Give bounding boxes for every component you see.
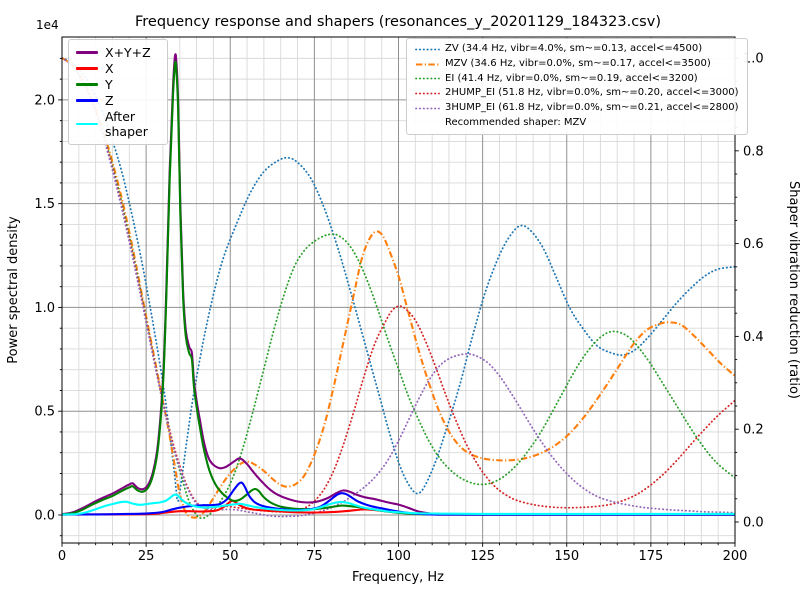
- legend-label: X+Y+Z: [105, 45, 151, 60]
- legend-label: Y: [105, 77, 113, 92]
- legend-line-swatch: [416, 63, 439, 66]
- y-right-tick-label: 0.2: [743, 423, 764, 438]
- legend-label: 2HUMP_EI (51.8 Hz, vibr=0.0%, sm~=0.20, …: [445, 87, 739, 99]
- legend-line-swatch: [76, 51, 98, 54]
- chart-title: Frequency response and shapers (resonanc…: [135, 14, 661, 30]
- x-tick-label: 0: [58, 549, 66, 564]
- y-right-tick-label: 0.8: [743, 144, 764, 159]
- legend-shapers: ZV (34.4 Hz, vibr=4.0%, sm~=0.13, accel<…: [406, 38, 748, 135]
- legend-label: EI (41.4 Hz, vibr=0.0%, sm~=0.19, accel<…: [445, 72, 698, 84]
- series-layer: [62, 53, 735, 520]
- legend-line-swatch: [415, 48, 440, 51]
- y-right-tick-label: 0.0: [743, 515, 764, 530]
- x-tick-label: 75: [306, 549, 323, 564]
- legend-note-label: Recommended shaper: MZV: [445, 116, 587, 128]
- curve-2hump_ei: [62, 57, 735, 513]
- legend-line-swatch: [76, 99, 98, 102]
- legend-item-xyz: X+Y+Z: [76, 45, 157, 60]
- y-left-tick-label: 1.5: [34, 197, 55, 212]
- legend-label: MZV (34.6 Hz, vibr=0.0%, sm~=0.17, accel…: [445, 57, 711, 69]
- x-tick-label: 125: [470, 549, 495, 564]
- legend-item-x: X: [76, 61, 157, 76]
- x-axis-label: Frequency, Hz: [352, 570, 444, 585]
- legend-label: Z: [105, 93, 114, 108]
- y-axis-offset-label: 1e4: [36, 18, 59, 32]
- legend-item-ei: EI (41.4 Hz, vibr=0.0%, sm~=0.19, accel<…: [415, 72, 739, 87]
- x-tick-label: 25: [138, 549, 155, 564]
- y-axis-right-label: Shaper vibration reduction (ratio): [786, 181, 800, 399]
- y-left-tick-label: 1.0: [34, 301, 55, 316]
- legend-item-after_shaper: After shaper: [76, 109, 157, 139]
- y-left-tick-label: 0.0: [34, 508, 55, 523]
- tick-labels-layer: 0 25 50 75 100 125 150 175 200 0.0 0.5 1.0 1.5 2.0 0.0…: [34, 52, 763, 564]
- y-left-tick-label: 0.5: [34, 405, 55, 420]
- legend-line-swatch: [415, 107, 440, 110]
- x-tick-label: 150: [554, 549, 579, 564]
- x-tick-label: 175: [638, 549, 663, 564]
- legend-line-swatch: [76, 83, 98, 86]
- legend-item-z: Z: [76, 93, 157, 108]
- legend-psd: X+Y+Z X Y Z After shaper: [68, 39, 168, 145]
- y-right-tick-label: 0.6: [743, 237, 764, 252]
- legend-item-2hump_ei: 2HUMP_EI (51.8 Hz, vibr=0.0%, sm~=0.20, …: [415, 86, 739, 101]
- y-left-tick-label: 2.0: [34, 93, 55, 108]
- legend-label: ZV (34.4 Hz, vibr=4.0%, sm~=0.13, accel<…: [445, 43, 703, 54]
- legend-item-mzv: MZV (34.6 Hz, vibr=0.0%, sm~=0.17, accel…: [415, 57, 739, 72]
- legend-label: X: [105, 61, 114, 76]
- legend-item-3hump_ei: 3HUMP_EI (61.8 Hz, vibr=0.0%, sm~=0.21, …: [415, 101, 739, 116]
- legend-line-swatch: [415, 78, 440, 80]
- legend-line-swatch: [415, 92, 440, 95]
- x-tick-label: 200: [723, 549, 748, 564]
- x-tick-label: 50: [222, 549, 239, 564]
- legend-line-swatch: [76, 67, 98, 70]
- curve-zv: [62, 57, 735, 503]
- y-right-tick-label: 1.0: [743, 52, 764, 67]
- curve-after_shaper: [62, 493, 735, 516]
- legend-line-swatch: [76, 122, 98, 126]
- y-axis-left-label: Power spectral density: [6, 216, 21, 364]
- legend-recommended-note: Recommended shaper: MZV: [415, 116, 739, 131]
- x-tick-label: 100: [386, 549, 411, 564]
- legend-item-zv: ZV (34.4 Hz, vibr=4.0%, sm~=0.13, accel<…: [415, 42, 739, 57]
- curve-3hump_ei: [62, 57, 735, 518]
- legend-item-y: Y: [76, 77, 157, 92]
- y-right-tick-label: 0.4: [743, 330, 764, 345]
- legend-label: 3HUMP_EI (61.8 Hz, vibr=0.0%, sm~=0.21, …: [445, 102, 739, 114]
- legend-label: After shaper: [105, 109, 148, 139]
